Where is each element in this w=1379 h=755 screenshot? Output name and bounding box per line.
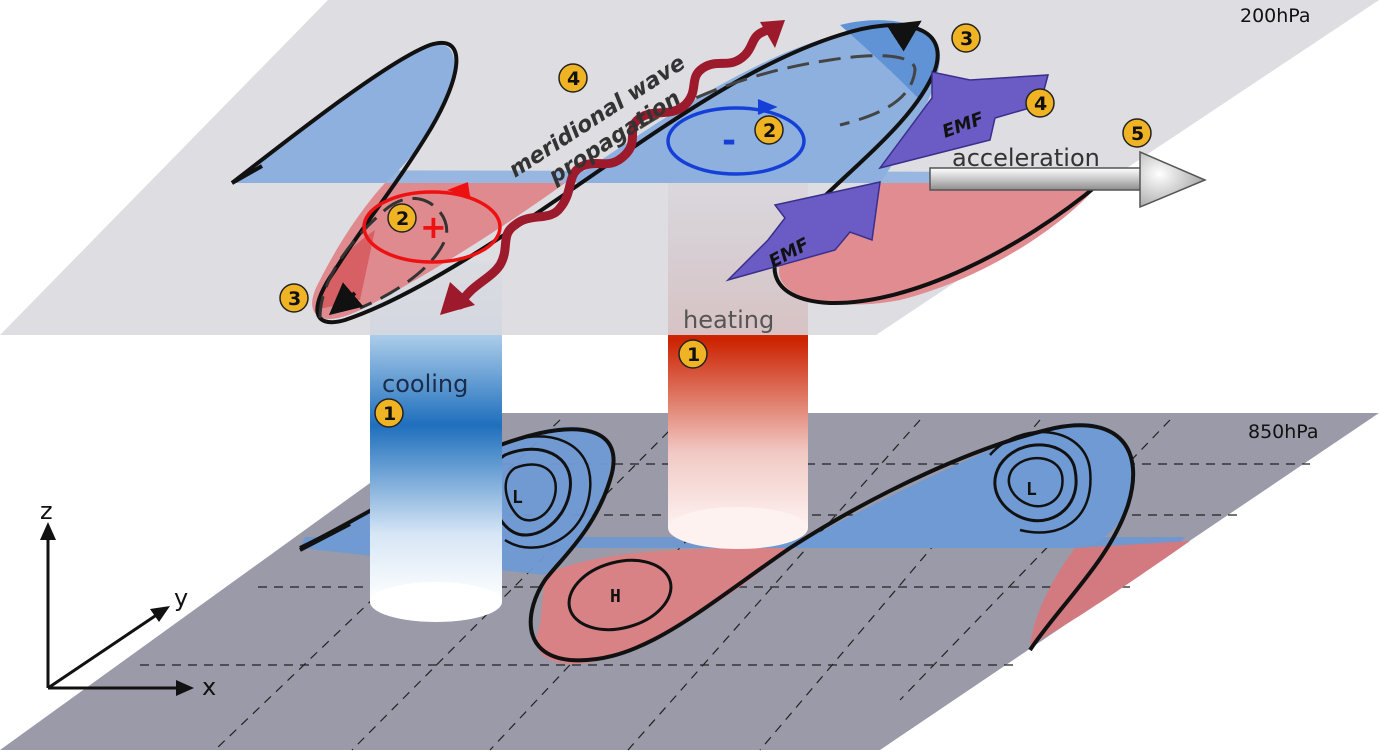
- meridional-wave-arrow: [440, 20, 785, 315]
- low-label-right: L: [1026, 479, 1037, 500]
- axis-label-x: x: [202, 673, 216, 701]
- step-badge-1-cooling: 1: [374, 398, 404, 428]
- propagation-arrow-left: [328, 282, 364, 316]
- coordinate-axes: [40, 522, 194, 696]
- acceleration-label: acceleration: [952, 144, 1100, 172]
- step-badge-3-left: 3: [279, 283, 309, 313]
- plus-sign: +: [420, 208, 447, 246]
- anticyclonic-circle: -: [666, 99, 806, 176]
- svg-text:1: 1: [687, 344, 700, 366]
- cyclonic-circle: +: [362, 182, 502, 264]
- step-badge-2-right: 2: [754, 115, 784, 145]
- low-label-left: L: [512, 487, 523, 508]
- step-badge-4-emf: 4: [1025, 88, 1055, 118]
- svg-text:4: 4: [1034, 93, 1047, 115]
- axis-label-y: y: [174, 584, 188, 612]
- heating-label: heating: [683, 306, 774, 334]
- step-badge-1-heating: 1: [678, 339, 708, 369]
- axis-label-z: z: [40, 497, 53, 525]
- svg-text:1: 1: [383, 403, 396, 425]
- level-label-upper: 200hPa: [1240, 5, 1311, 27]
- high-label: H: [610, 586, 621, 607]
- svg-text:3: 3: [960, 28, 973, 50]
- propagation-arrow-right: [886, 20, 922, 52]
- svg-text:3: 3: [288, 288, 301, 310]
- step-badge-3-right: 3: [951, 23, 981, 53]
- svg-text:2: 2: [763, 120, 776, 142]
- acceleration-arrow: acceleration: [929, 144, 1207, 209]
- minus-sign: -: [722, 121, 736, 161]
- cooling-label: cooling: [382, 370, 468, 398]
- step-badge-4-wave: 4: [558, 63, 588, 93]
- step-badge-5: 5: [1122, 118, 1152, 148]
- level-label-lower: 850hPa: [1248, 421, 1319, 443]
- emf-arrow-upper: EMF: [878, 71, 1049, 170]
- svg-text:5: 5: [1131, 123, 1144, 145]
- svg-text:4: 4: [567, 68, 580, 90]
- step-badge-2-left: 2: [387, 203, 417, 233]
- svg-text:2: 2: [396, 208, 409, 230]
